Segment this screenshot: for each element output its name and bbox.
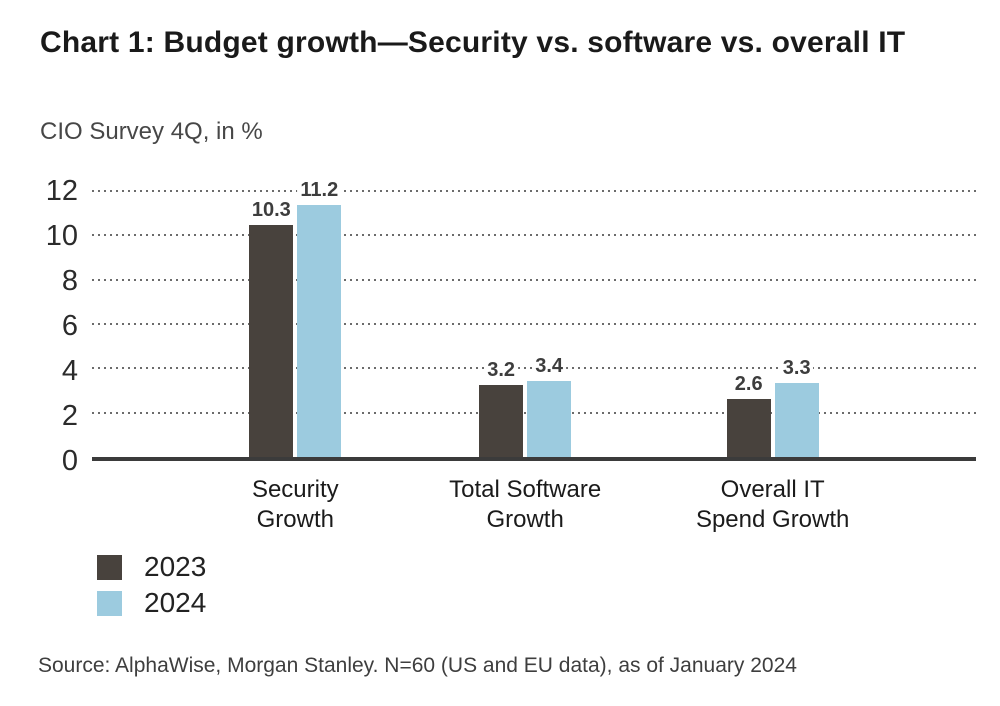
y-axis-labels: 0 2 4 6 8 10 12 — [0, 0, 78, 520]
bar-value-label: 2.6 — [731, 372, 766, 396]
bar-group: 10.3 11.2 — [248, 179, 342, 457]
bar-value-label: 11.2 — [297, 179, 342, 202]
category-label: Overall IT Spend Growth — [695, 476, 850, 533]
plot-area: 10.3 11.2 Security Growth 3.2 3.4 Total Softw… — [92, 179, 976, 533]
bar-2023: 3.2 — [479, 359, 524, 457]
y-tick-label: 12 — [45, 175, 78, 207]
y-tick-label: 0 — [61, 445, 78, 477]
legend-item-2024: 2024 — [97, 588, 206, 618]
chart-subtitle: CIO Survey 4Q, in % — [40, 118, 263, 145]
category-label: Total Software Growth — [449, 476, 602, 533]
category-label: Security Growth — [251, 476, 339, 533]
chart-title: Chart 1: Budget growth—Security vs. soft… — [40, 26, 906, 59]
legend-swatch-2024 — [97, 590, 122, 616]
legend-label-2023: 2023 — [144, 551, 207, 582]
y-tick-label: 2 — [61, 400, 78, 432]
gridline — [92, 190, 976, 192]
bar-2023: 2.6 — [726, 372, 771, 457]
y-tick-label: 6 — [61, 310, 78, 342]
y-tick-label: 4 — [61, 355, 78, 387]
legend-label-2024: 2024 — [144, 587, 207, 618]
bar-2023: 10.3 — [248, 199, 294, 457]
gridline — [92, 278, 976, 281]
bar-2024: 3.3 — [774, 356, 819, 457]
y-tick-label: 8 — [61, 265, 78, 297]
bar-value-label: 3.2 — [484, 359, 519, 382]
legend-item-2023: 2023 — [97, 552, 206, 582]
bar-group: 2.6 3.3 — [726, 356, 819, 457]
bar-2024: 11.2 — [297, 179, 342, 457]
bar-value-label: 3.4 — [532, 354, 567, 378]
bar-value-label: 10.3 — [248, 199, 294, 223]
legend-swatch-2023 — [97, 554, 122, 580]
legend: 2023 2024 — [97, 552, 206, 624]
gridline — [92, 323, 976, 325]
source-note: Source: AlphaWise, Morgan Stanley. N=60 … — [38, 654, 797, 677]
gridline — [92, 234, 976, 237]
bar-value-label: 3.3 — [779, 356, 814, 380]
bar-2024: 3.4 — [527, 354, 572, 457]
y-tick-label: 10 — [45, 220, 78, 252]
bar-group: 3.2 3.4 — [479, 354, 572, 457]
